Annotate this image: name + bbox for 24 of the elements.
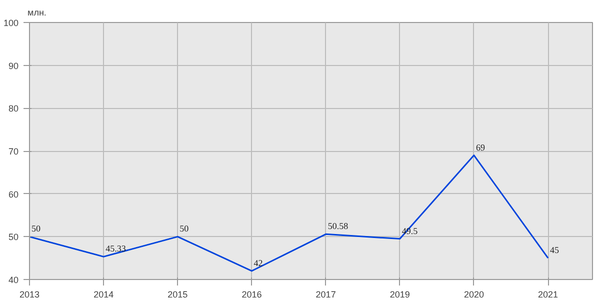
data-label: 50 — [32, 224, 41, 234]
line-series — [30, 154, 549, 272]
x-tick-label: 2013 — [19, 290, 40, 300]
x-tick-label: 2020 — [464, 290, 484, 300]
data-label: 45 — [550, 245, 560, 256]
data-label: 69 — [476, 142, 486, 152]
x-tick-label: 2017 — [316, 290, 336, 300]
y-tick-label: 60 — [8, 189, 19, 200]
x-tick-label: 2015 — [168, 290, 188, 300]
y-tick-label: 100 — [3, 18, 19, 28]
x-tick-label: 2021 — [538, 290, 558, 300]
y-tick-label: 70 — [8, 146, 19, 156]
y-tick-label: 50 — [8, 232, 19, 242]
data-label: 50.58 — [328, 221, 349, 232]
y-tick-label: 90 — [8, 60, 19, 71]
data-label: 42 — [254, 258, 263, 268]
data-label: 50 — [180, 224, 190, 234]
y-tick-label: 40 — [8, 275, 19, 285]
x-tick-label: 2019 — [390, 290, 410, 300]
y-axis-title: млн. — [28, 8, 46, 18]
x-tick-label: 2014 — [94, 290, 114, 300]
data-label: 45.33 — [106, 244, 126, 254]
x-tick-label: 2016 — [242, 290, 262, 300]
y-tick-label: 80 — [8, 104, 19, 114]
